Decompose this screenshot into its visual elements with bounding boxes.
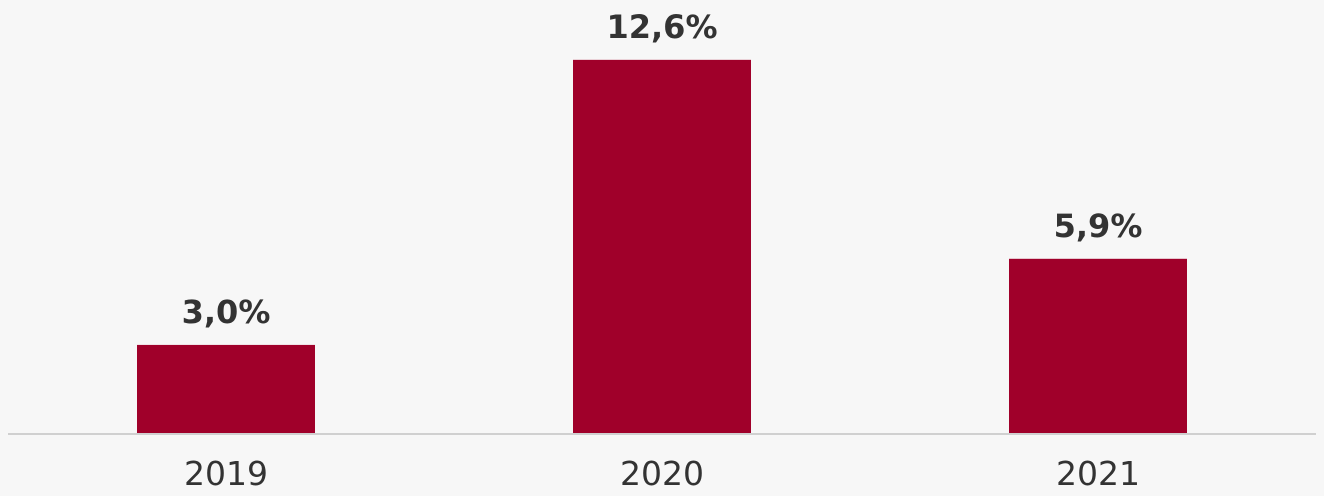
x-tick-labels-group: 2019 2020 2021 <box>184 454 1140 493</box>
x-tick-label-2020: 2020 <box>620 454 704 493</box>
value-label-2021: 5,9% <box>1054 207 1143 245</box>
bar-2020 <box>573 59 751 435</box>
bars-group <box>137 59 1187 435</box>
bar-2019 <box>137 344 315 434</box>
bar-2021 <box>1009 258 1187 434</box>
x-tick-label-2019: 2019 <box>184 454 268 493</box>
x-tick-label-2021: 2021 <box>1056 454 1140 493</box>
value-label-2019: 3,0% <box>182 293 271 331</box>
value-label-2020: 12,6% <box>606 8 717 46</box>
value-labels-group: 3,0% 12,6% 5,9% <box>182 8 1143 331</box>
